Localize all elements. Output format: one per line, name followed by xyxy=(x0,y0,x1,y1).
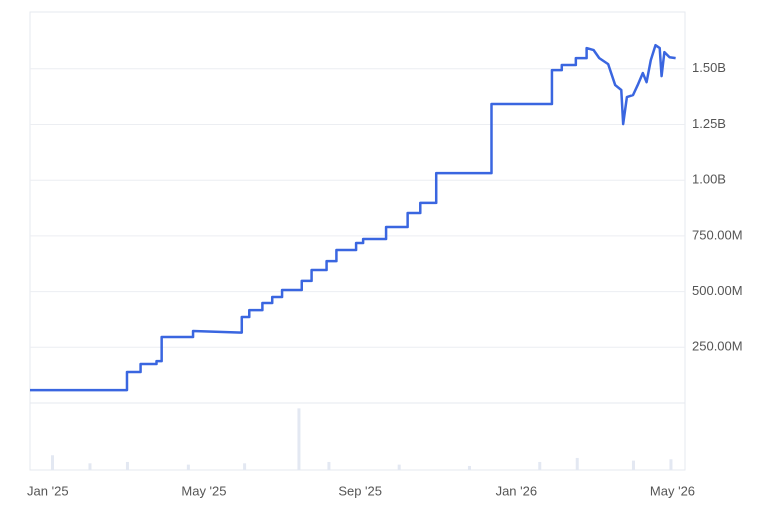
volume-bar xyxy=(186,464,190,470)
volume-bar xyxy=(669,459,673,470)
volume-bar xyxy=(125,461,129,470)
y-tick-label: 500.00M xyxy=(692,283,743,298)
y-tick-label: 250.00M xyxy=(692,339,743,354)
price-line xyxy=(30,43,676,392)
y-tick-label: 1.25B xyxy=(692,116,726,131)
volume-bar xyxy=(397,464,401,470)
volume-bar xyxy=(243,463,247,470)
volume-bar xyxy=(631,460,635,470)
volume-bar xyxy=(467,465,471,470)
y-tick-label: 750.00M xyxy=(692,227,743,242)
y-tick-label: 1.50B xyxy=(692,60,726,75)
x-tick-label: Sep '25 xyxy=(338,483,382,498)
volume-bar xyxy=(88,463,92,470)
volume-bar xyxy=(327,461,331,470)
plot-frame xyxy=(29,11,686,471)
x-tick-label: May '25 xyxy=(181,483,226,498)
volume-bar xyxy=(575,457,579,470)
volume-bar xyxy=(50,455,54,470)
y-tick-label: 1.00B xyxy=(692,172,726,187)
x-tick-label: May '26 xyxy=(650,483,695,498)
volume-bar xyxy=(538,461,542,470)
x-tick-label: Jan '26 xyxy=(496,483,538,498)
x-tick-label: Jan '25 xyxy=(27,483,69,498)
volume-bar xyxy=(297,408,301,470)
